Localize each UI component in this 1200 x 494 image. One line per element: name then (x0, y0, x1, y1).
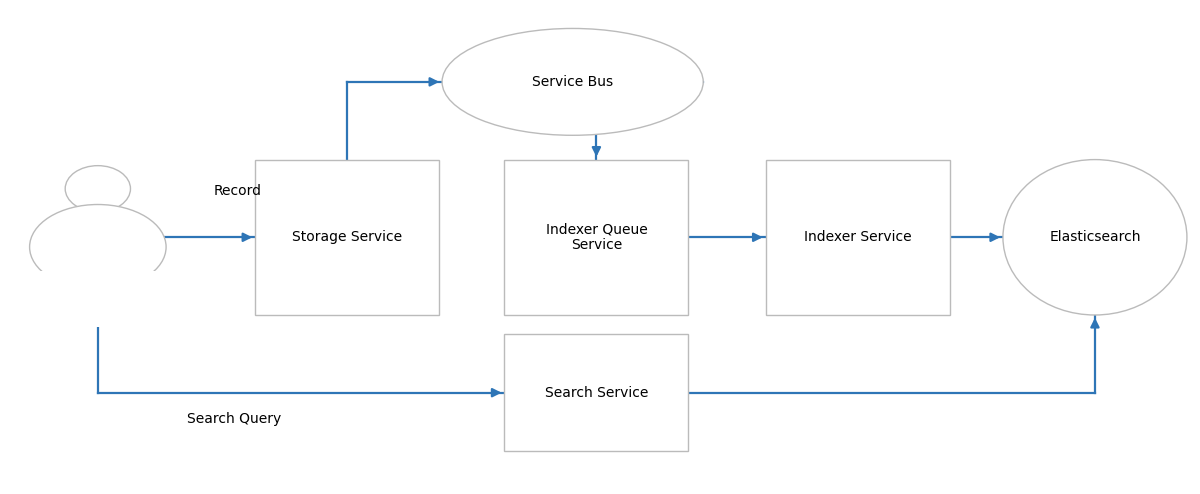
FancyBboxPatch shape (256, 160, 439, 315)
Ellipse shape (1003, 160, 1187, 315)
Text: Indexer Queue
Service: Indexer Queue Service (546, 222, 647, 252)
FancyBboxPatch shape (504, 334, 689, 451)
FancyBboxPatch shape (2, 271, 193, 327)
Ellipse shape (65, 165, 131, 212)
Text: Search Query: Search Query (187, 412, 282, 426)
FancyBboxPatch shape (766, 160, 949, 315)
Text: Record: Record (214, 184, 262, 199)
Text: Search Service: Search Service (545, 386, 648, 400)
Text: Elasticsearch: Elasticsearch (1049, 230, 1141, 245)
Ellipse shape (442, 29, 703, 135)
FancyBboxPatch shape (504, 160, 689, 315)
Ellipse shape (30, 205, 166, 289)
Text: Indexer Service: Indexer Service (804, 230, 911, 245)
Text: Storage Service: Storage Service (292, 230, 402, 245)
Text: Service Bus: Service Bus (532, 75, 613, 89)
